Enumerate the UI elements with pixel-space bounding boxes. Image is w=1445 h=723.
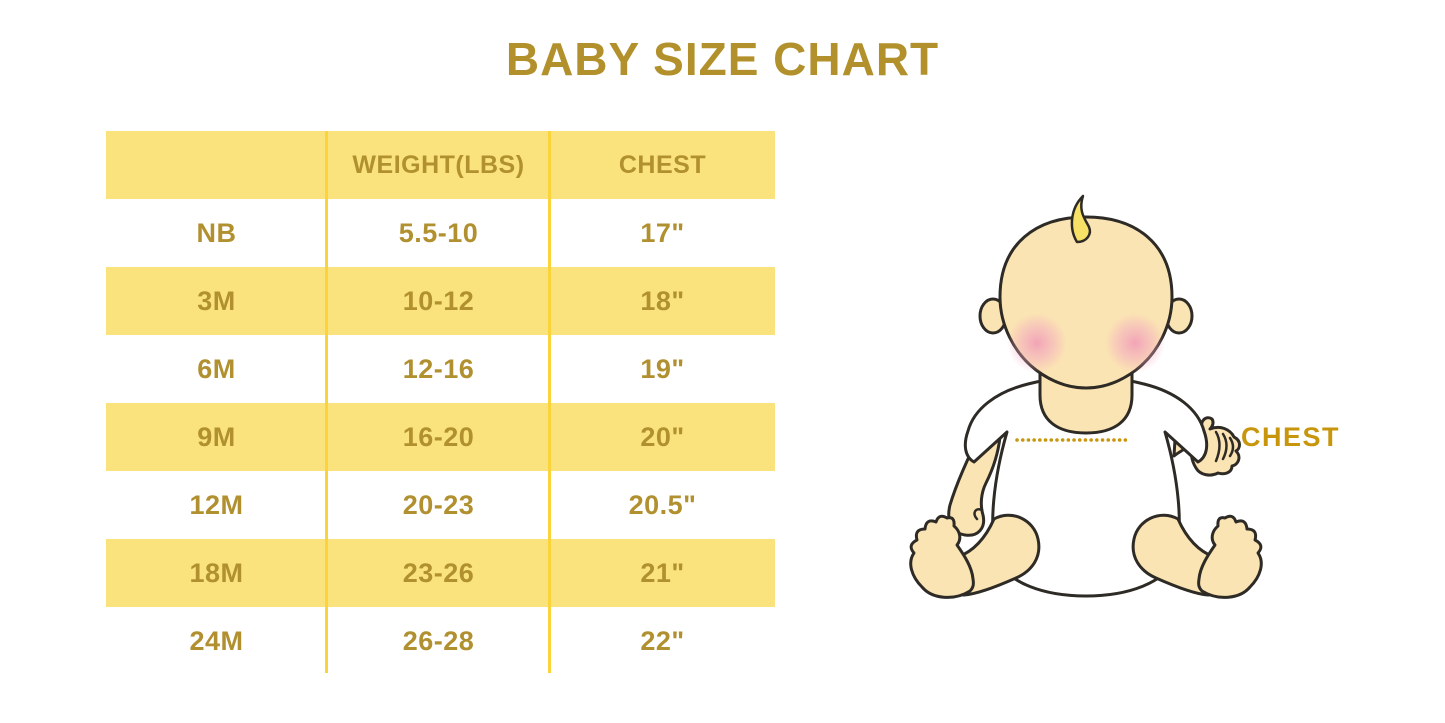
page-title: BABY SIZE CHART	[505, 33, 940, 85]
size-cell: 6M	[197, 353, 236, 384]
chest-cell: 21"	[640, 557, 685, 588]
baby-illustration	[909, 194, 1263, 599]
baby-left-leg	[909, 513, 1041, 599]
size-table: WEIGHT(LBS) CHEST NB 5.5-10 17" 3M 10-12…	[106, 131, 775, 675]
weight-cell: 16-20	[402, 421, 475, 452]
weight-cell: 26-28	[402, 625, 475, 656]
chest-cell: 17"	[640, 217, 685, 248]
chest-measure-label: CHEST	[1241, 422, 1341, 452]
column-divider	[325, 131, 328, 673]
baby-right-leg	[1131, 513, 1263, 599]
column-header-size	[106, 131, 327, 199]
weight-cell: 10-12	[402, 285, 475, 316]
table-row: 24M 26-28 22"	[106, 607, 775, 675]
baby-right-blush	[1105, 313, 1165, 373]
size-cell: 12M	[189, 489, 244, 520]
weight-cell: 5.5-10	[398, 217, 479, 248]
column-header-weight: WEIGHT(LBS)	[352, 150, 525, 179]
table-header-row: WEIGHT(LBS) CHEST	[106, 131, 775, 199]
column-divider	[548, 131, 551, 673]
table-row: 18M 23-26 21"	[106, 539, 775, 607]
column-header-chest: CHEST	[618, 150, 707, 179]
weight-cell: 23-26	[402, 557, 475, 588]
size-cell: 18M	[189, 557, 244, 588]
size-cell: NB	[196, 217, 237, 248]
baby-hair-curl	[1070, 194, 1092, 244]
table-row: 9M 16-20 20"	[106, 403, 775, 471]
size-cell: 3M	[197, 285, 236, 316]
chest-cell: 22"	[640, 625, 685, 656]
weight-cell: 20-23	[402, 489, 475, 520]
baby-left-hand-finger	[973, 508, 984, 521]
table-row: 3M 10-12 18"	[106, 267, 775, 335]
chest-cell: 19"	[640, 353, 685, 384]
weight-cell: 12-16	[402, 353, 475, 384]
chest-cell: 20.5"	[628, 489, 697, 520]
baby-right-hand-fingers	[1214, 430, 1235, 463]
table-row: 12M 20-23 20.5"	[106, 471, 775, 539]
chest-cell: 18"	[640, 285, 685, 316]
table-row: NB 5.5-10 17"	[106, 199, 775, 267]
size-cell: 9M	[197, 421, 236, 452]
size-cell: 24M	[189, 625, 244, 656]
baby-left-blush	[1007, 313, 1067, 373]
chest-cell: 20"	[640, 421, 685, 452]
table-row: 6M 12-16 19"	[106, 335, 775, 403]
